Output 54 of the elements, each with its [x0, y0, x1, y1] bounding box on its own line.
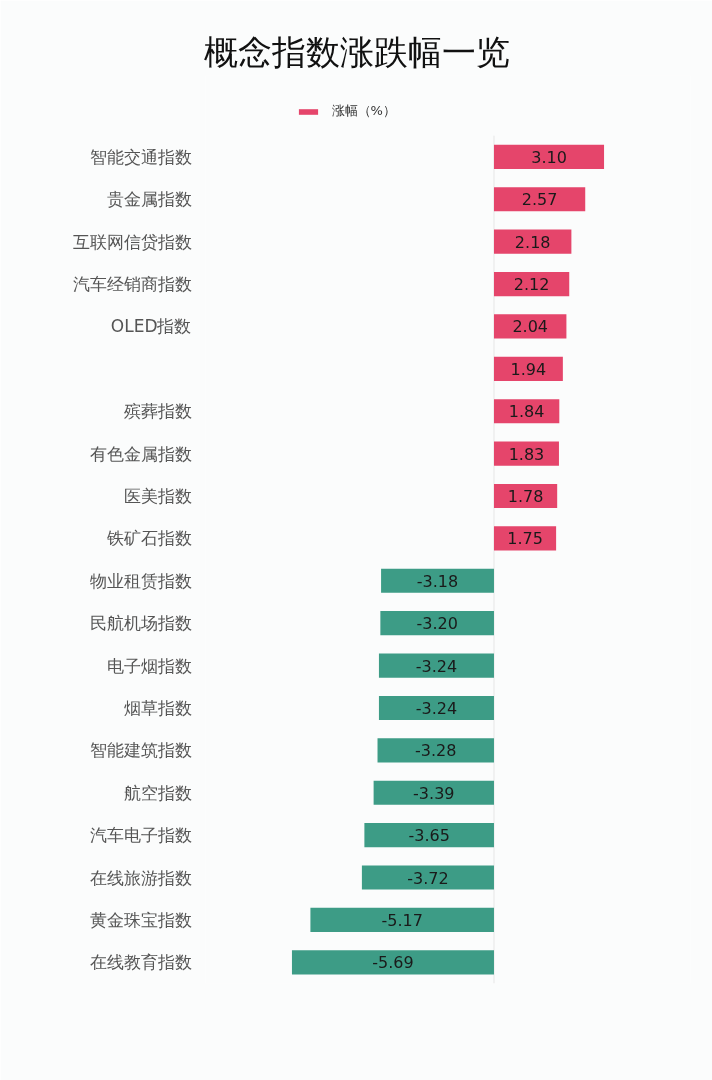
y-tick-label: 互联网信贷指数: [72, 231, 192, 252]
data-label: -3.72: [407, 868, 449, 888]
y-tick-label: 铁矿石指数: [105, 528, 192, 549]
bar: [493, 187, 586, 212]
data-label: -3.20: [416, 614, 458, 634]
y-tick-label: 智能建筑指数: [89, 740, 192, 761]
bar: [493, 314, 567, 339]
bar: [310, 907, 494, 932]
y-tick-label: 在线旅游指数: [89, 867, 192, 888]
bar: [291, 950, 494, 975]
y-tick-label: 在线教育指数: [89, 952, 192, 973]
y-tick-label: 汽车电子指数: [89, 825, 192, 846]
y-tick-label: 电子烟指数: [106, 655, 192, 676]
data-label: -3.24: [415, 656, 458, 676]
y-tick-label: 物业租赁指数: [89, 570, 192, 591]
data-label: 2.18: [514, 232, 551, 252]
chart-title: 概念指数涨跌幅一览: [203, 31, 510, 72]
data-label: 3.10: [531, 147, 567, 167]
y-tick-label: 殡葬指数: [123, 401, 192, 422]
data-label: 1.78: [507, 487, 544, 507]
data-label: -3.24: [415, 698, 458, 718]
y-tick-label: 贵金属指数: [106, 189, 192, 210]
data-label: -3.65: [408, 826, 450, 846]
data-label: -5.17: [381, 910, 423, 930]
bar: [381, 568, 494, 593]
data-label: 2.12: [513, 275, 550, 295]
y-tick-label: 航空指数: [123, 782, 192, 803]
bar: [493, 144, 605, 169]
bar: [361, 865, 494, 890]
y-tick-label: 医美指数: [123, 486, 192, 507]
y-tick-label: 民航机场指数: [89, 613, 192, 634]
y-tick-label: 烟草指数: [123, 697, 192, 718]
bar: [373, 780, 494, 805]
data-label: -3.18: [416, 571, 459, 591]
data-label: -5.69: [372, 953, 414, 973]
bar: [380, 611, 494, 636]
bar: [377, 738, 494, 763]
data-label: -3.28: [415, 741, 457, 761]
legend-label: 涨幅（%）: [331, 102, 396, 120]
data-label: 1.94: [510, 359, 547, 379]
bar: [364, 823, 494, 848]
data-label: -3.39: [413, 783, 455, 803]
data-label: 2.04: [512, 317, 549, 337]
data-label: 1.84: [508, 402, 545, 422]
data-label: 1.75: [507, 529, 543, 549]
y-tick-label: 有色金属指数: [89, 443, 192, 464]
y-tick-label: 黄金珠宝指数: [89, 909, 192, 930]
y-tick-label: 汽车经销商指数: [72, 274, 192, 295]
data-label: 2.57: [521, 190, 558, 210]
data-label: 1.83: [508, 444, 545, 464]
bar: [378, 653, 494, 678]
y-tick-label: OLED指数: [110, 316, 192, 337]
y-tick-label: 智能交通指数: [89, 146, 192, 167]
bar: [378, 695, 494, 721]
